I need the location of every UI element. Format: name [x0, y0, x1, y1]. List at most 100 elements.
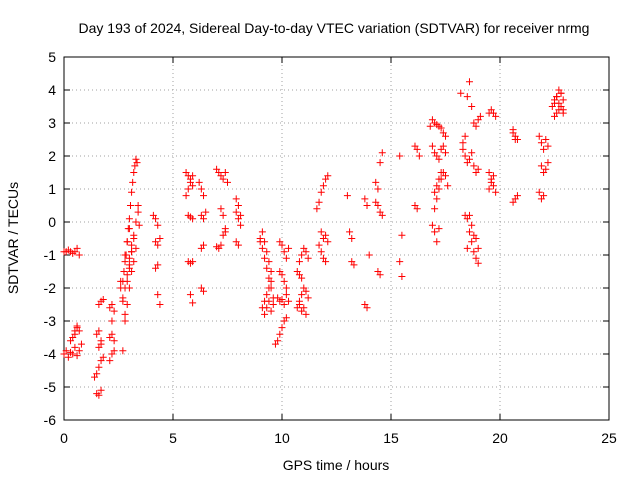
data-point	[121, 251, 129, 259]
data-point	[108, 330, 116, 338]
data-point	[93, 370, 101, 378]
data-point	[559, 96, 567, 104]
data-point	[184, 185, 192, 193]
y-tick-label: 2	[48, 148, 56, 164]
data-point	[108, 317, 116, 325]
data-point	[186, 178, 194, 186]
data-point	[485, 169, 493, 176]
data-point	[234, 202, 242, 209]
data-point	[134, 202, 142, 209]
data-point	[132, 155, 140, 163]
data-point	[317, 248, 325, 256]
data-point	[123, 277, 131, 285]
data-point	[258, 244, 266, 252]
data-point	[200, 241, 208, 249]
data-point	[269, 301, 277, 308]
data-point	[99, 296, 107, 304]
data-point	[132, 218, 140, 226]
data-point	[540, 192, 548, 200]
data-point	[437, 169, 445, 176]
data-point	[363, 304, 371, 312]
data-point	[431, 228, 439, 236]
data-point	[121, 258, 129, 266]
data-point	[313, 205, 321, 213]
data-point	[95, 391, 103, 399]
data-point	[154, 221, 162, 229]
data-point	[537, 162, 545, 170]
data-point	[324, 238, 332, 246]
data-point	[319, 182, 327, 190]
x-tick-label: 20	[492, 430, 508, 446]
data-point	[398, 231, 406, 239]
data-point	[437, 124, 445, 132]
data-point	[200, 287, 208, 295]
data-point	[73, 352, 81, 360]
data-point	[468, 103, 476, 110]
data-point	[234, 241, 242, 249]
data-point	[62, 347, 70, 355]
data-point	[156, 301, 164, 308]
x-tick-label: 25	[601, 430, 617, 446]
data-point	[348, 235, 356, 242]
data-point	[461, 152, 469, 160]
y-tick-label: 3	[48, 115, 56, 131]
data-point	[278, 296, 286, 304]
data-point	[221, 169, 229, 176]
data-point	[125, 254, 133, 262]
data-point	[378, 149, 386, 157]
data-point	[374, 202, 382, 209]
data-point	[75, 251, 83, 259]
x-tick-label: 0	[60, 430, 68, 446]
data-point	[121, 284, 129, 292]
data-point	[75, 327, 83, 335]
y-axis-label: SDTVAR / TECUs	[5, 182, 21, 294]
data-point	[108, 301, 116, 308]
data-point	[302, 287, 310, 295]
data-point	[542, 165, 550, 173]
data-point	[267, 277, 275, 285]
data-point	[465, 211, 473, 219]
data-point	[213, 243, 221, 251]
data-point	[121, 310, 129, 318]
data-point	[221, 228, 229, 236]
data-point	[189, 299, 197, 307]
data-point	[363, 202, 371, 209]
data-point	[317, 228, 325, 236]
data-point	[258, 228, 266, 236]
data-point	[374, 185, 382, 193]
data-point	[133, 159, 141, 167]
data-point	[219, 175, 227, 183]
axis-ticks: 0 5 10 15 20 25 -6 -5 -4 -3 -2 -1 0 1 2 3 4 5	[44, 49, 617, 446]
data-point	[135, 221, 143, 229]
data-point	[234, 215, 242, 223]
data-point	[106, 357, 114, 365]
data-point	[544, 142, 552, 150]
data-point	[302, 310, 310, 318]
data-point	[324, 172, 332, 180]
data-point	[322, 231, 330, 239]
data-point	[126, 202, 134, 209]
data-point	[535, 132, 543, 140]
data-point	[95, 363, 103, 371]
data-point	[350, 261, 358, 269]
data-point	[431, 188, 439, 196]
data-point	[537, 139, 545, 147]
data-point	[413, 205, 421, 213]
data-point	[265, 284, 273, 292]
x-tick-label: 5	[169, 430, 177, 446]
data-point	[346, 228, 354, 236]
data-point	[232, 195, 240, 203]
data-point	[317, 188, 325, 196]
data-point	[186, 291, 194, 299]
y-tick-label: -5	[44, 379, 57, 395]
data-point	[298, 251, 306, 259]
x-tick-label: 15	[383, 430, 399, 446]
data-point	[376, 271, 384, 279]
data-point	[182, 192, 190, 200]
data-point	[123, 271, 131, 279]
data-point	[123, 301, 131, 308]
data-point	[426, 122, 434, 130]
data-point	[237, 221, 245, 229]
data-point	[95, 327, 103, 335]
data-point	[396, 152, 404, 160]
